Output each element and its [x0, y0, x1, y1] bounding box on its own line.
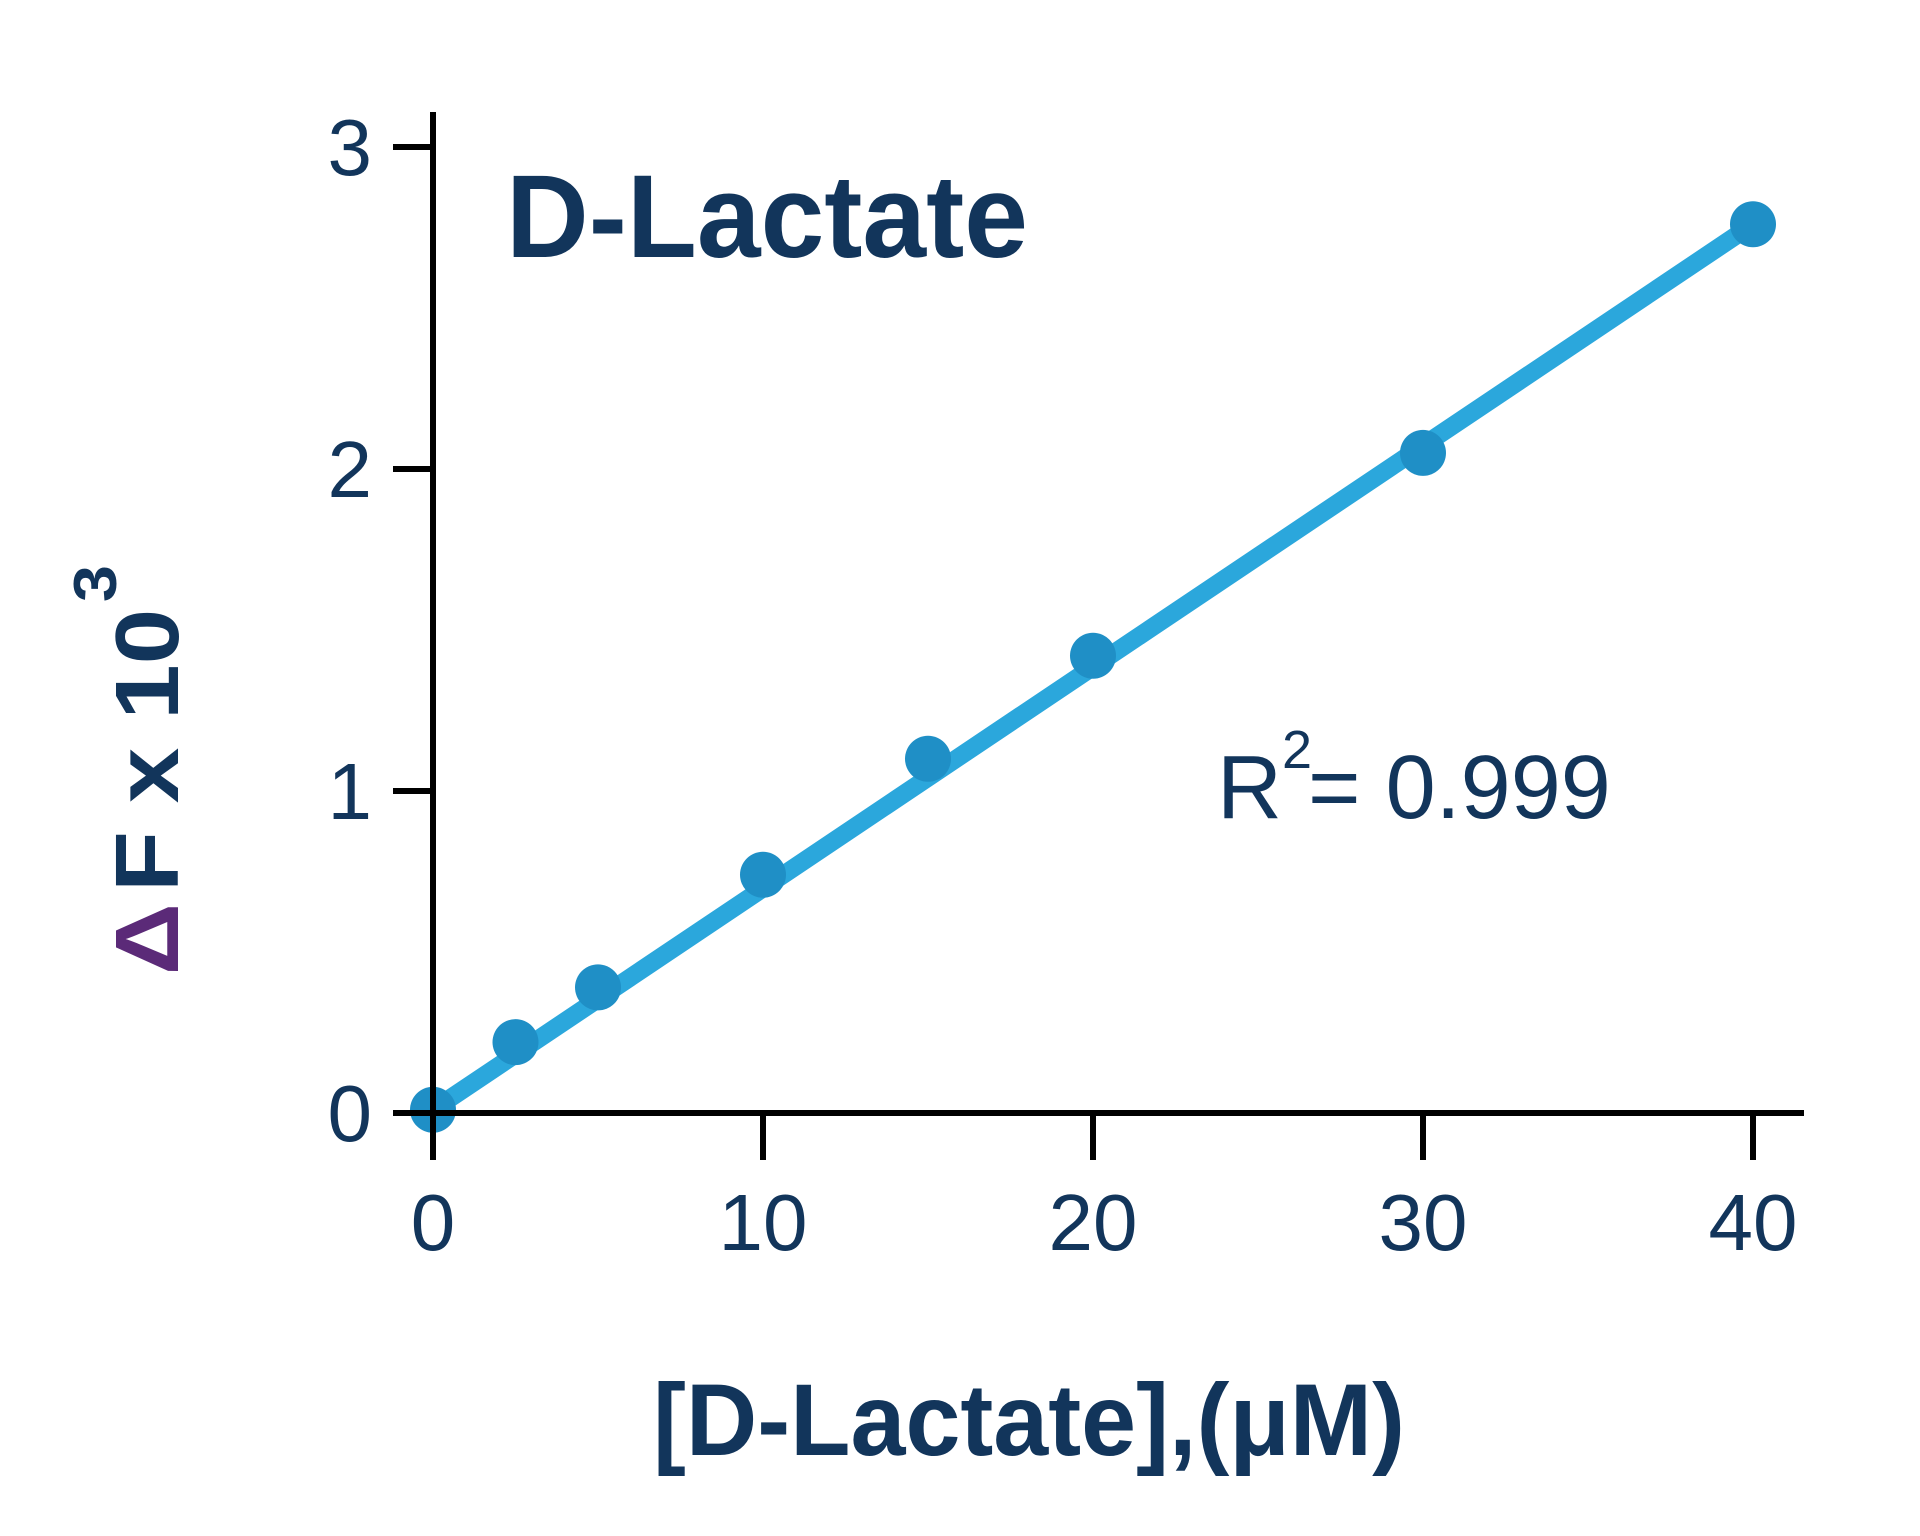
y-tick-label: 1 — [328, 747, 373, 836]
y-tick-label: 0 — [328, 1069, 373, 1158]
x-tick-label: 0 — [411, 1178, 456, 1267]
y-axis-label: Δ F x 10 3 — [62, 565, 198, 975]
r-squared-annotation: R2= 0.999 — [1217, 720, 1611, 838]
data-point — [575, 964, 621, 1011]
x-tick-label: 40 — [1709, 1178, 1798, 1267]
svg-text:ΔF x 103: Δ F x 10 3 — [62, 565, 198, 975]
data-series — [410, 201, 1776, 1133]
y-axis-ticks: 0 1 2 3 — [328, 103, 433, 1158]
data-point — [905, 735, 951, 782]
r-squared-exponent: 2 — [1282, 720, 1312, 780]
x-tick-label: 30 — [1379, 1178, 1468, 1267]
data-point — [1730, 201, 1776, 248]
x-tick-label: 10 — [719, 1178, 808, 1267]
r-squared-base: R — [1217, 738, 1282, 838]
y-axis-label-main: F x 10 — [98, 609, 198, 892]
data-point — [1400, 429, 1446, 476]
delta-symbol-icon: Δ — [98, 903, 198, 975]
r-squared-value: = 0.999 — [1308, 738, 1611, 838]
x-tick-label: 20 — [1049, 1178, 1138, 1267]
data-point — [1070, 632, 1116, 679]
y-tick-label: 3 — [328, 103, 373, 192]
y-axis-label-exponent: 3 — [62, 565, 129, 602]
axes: 0 10 20 30 40 0 1 2 3 — [328, 103, 1804, 1267]
y-tick-label: 2 — [328, 425, 373, 514]
x-axis-ticks: 0 10 20 30 40 — [411, 1113, 1798, 1267]
chart-title: D-Lactate — [506, 151, 1028, 283]
data-point — [740, 851, 786, 898]
x-axis-label: [D-Lactate],(μM) — [653, 1363, 1405, 1477]
data-point — [492, 1019, 539, 1066]
